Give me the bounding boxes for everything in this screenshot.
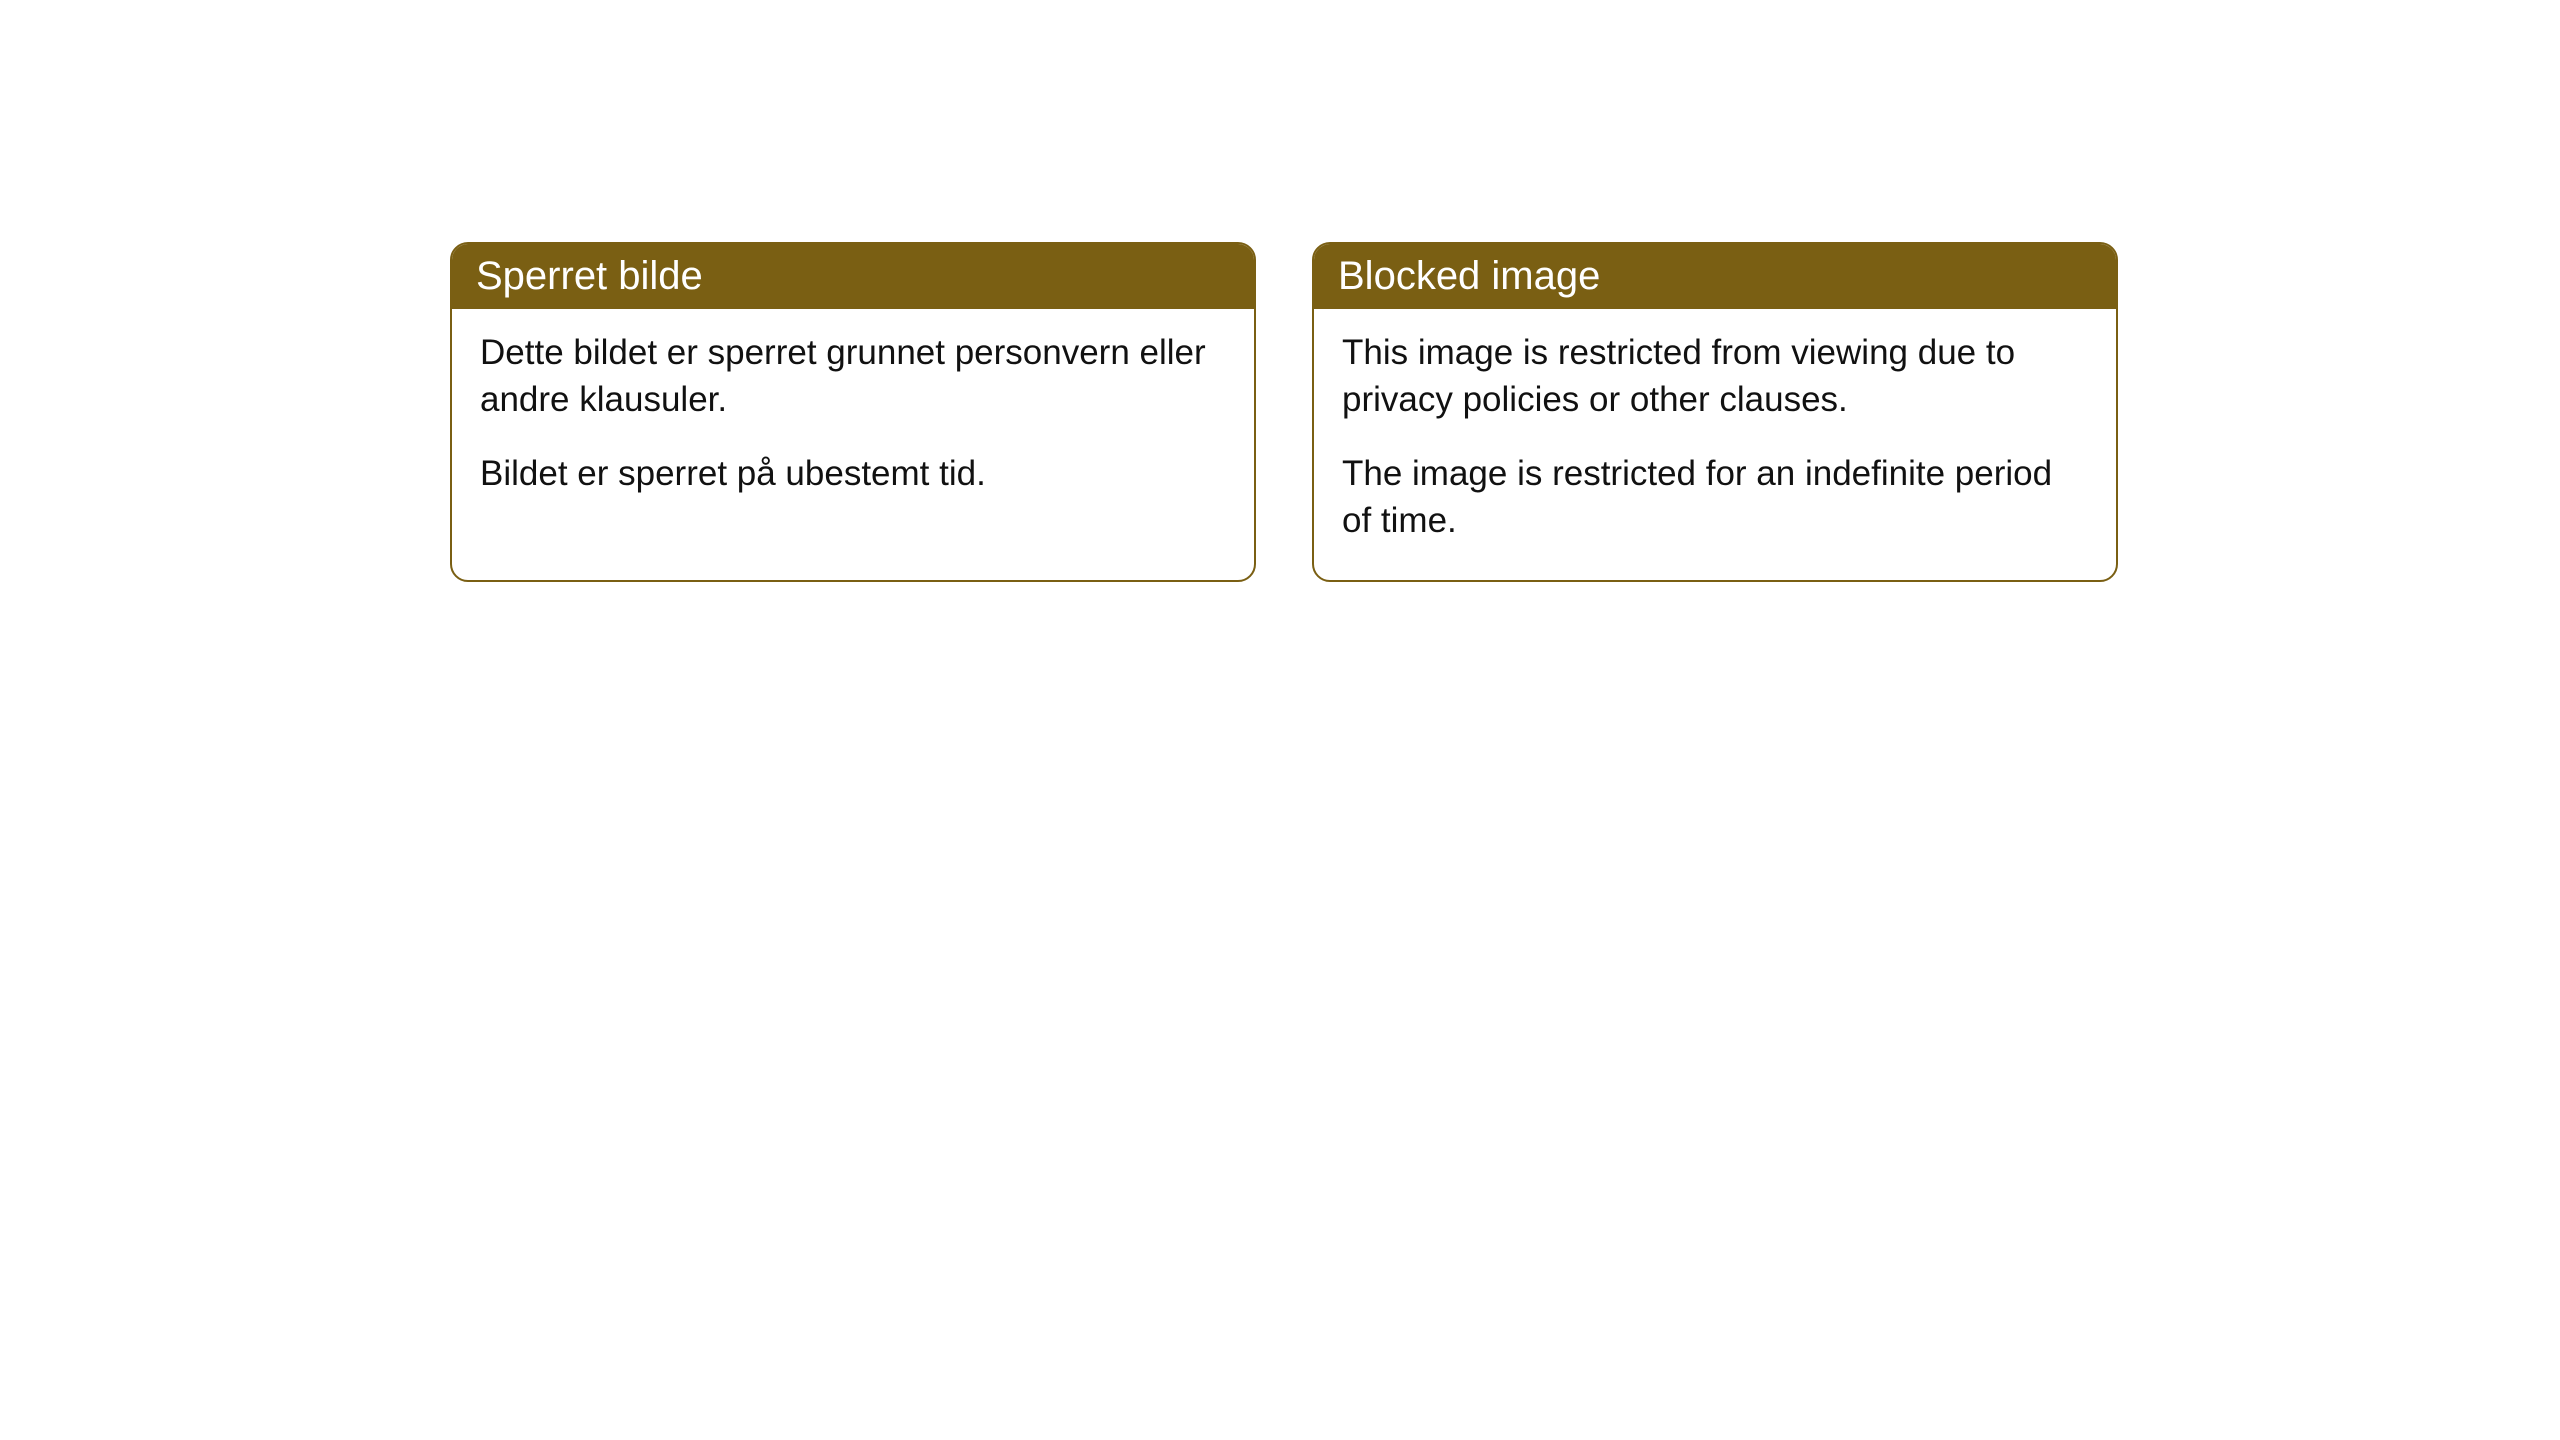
notice-card-norwegian: Sperret bilde Dette bildet er sperret gr… xyxy=(450,242,1256,582)
notice-text-norwegian-p1: Dette bildet er sperret grunnet personve… xyxy=(480,329,1226,424)
notice-cards-container: Sperret bilde Dette bildet er sperret gr… xyxy=(450,242,2118,582)
notice-card-english: Blocked image This image is restricted f… xyxy=(1312,242,2118,582)
notice-text-norwegian-p2: Bildet er sperret på ubestemt tid. xyxy=(480,450,1226,497)
notice-header-english: Blocked image xyxy=(1314,244,2116,309)
notice-body-english: This image is restricted from viewing du… xyxy=(1314,309,2116,580)
notice-text-english-p2: The image is restricted for an indefinit… xyxy=(1342,450,2088,545)
notice-header-norwegian: Sperret bilde xyxy=(452,244,1254,309)
notice-text-english-p1: This image is restricted from viewing du… xyxy=(1342,329,2088,424)
notice-body-norwegian: Dette bildet er sperret grunnet personve… xyxy=(452,309,1254,533)
